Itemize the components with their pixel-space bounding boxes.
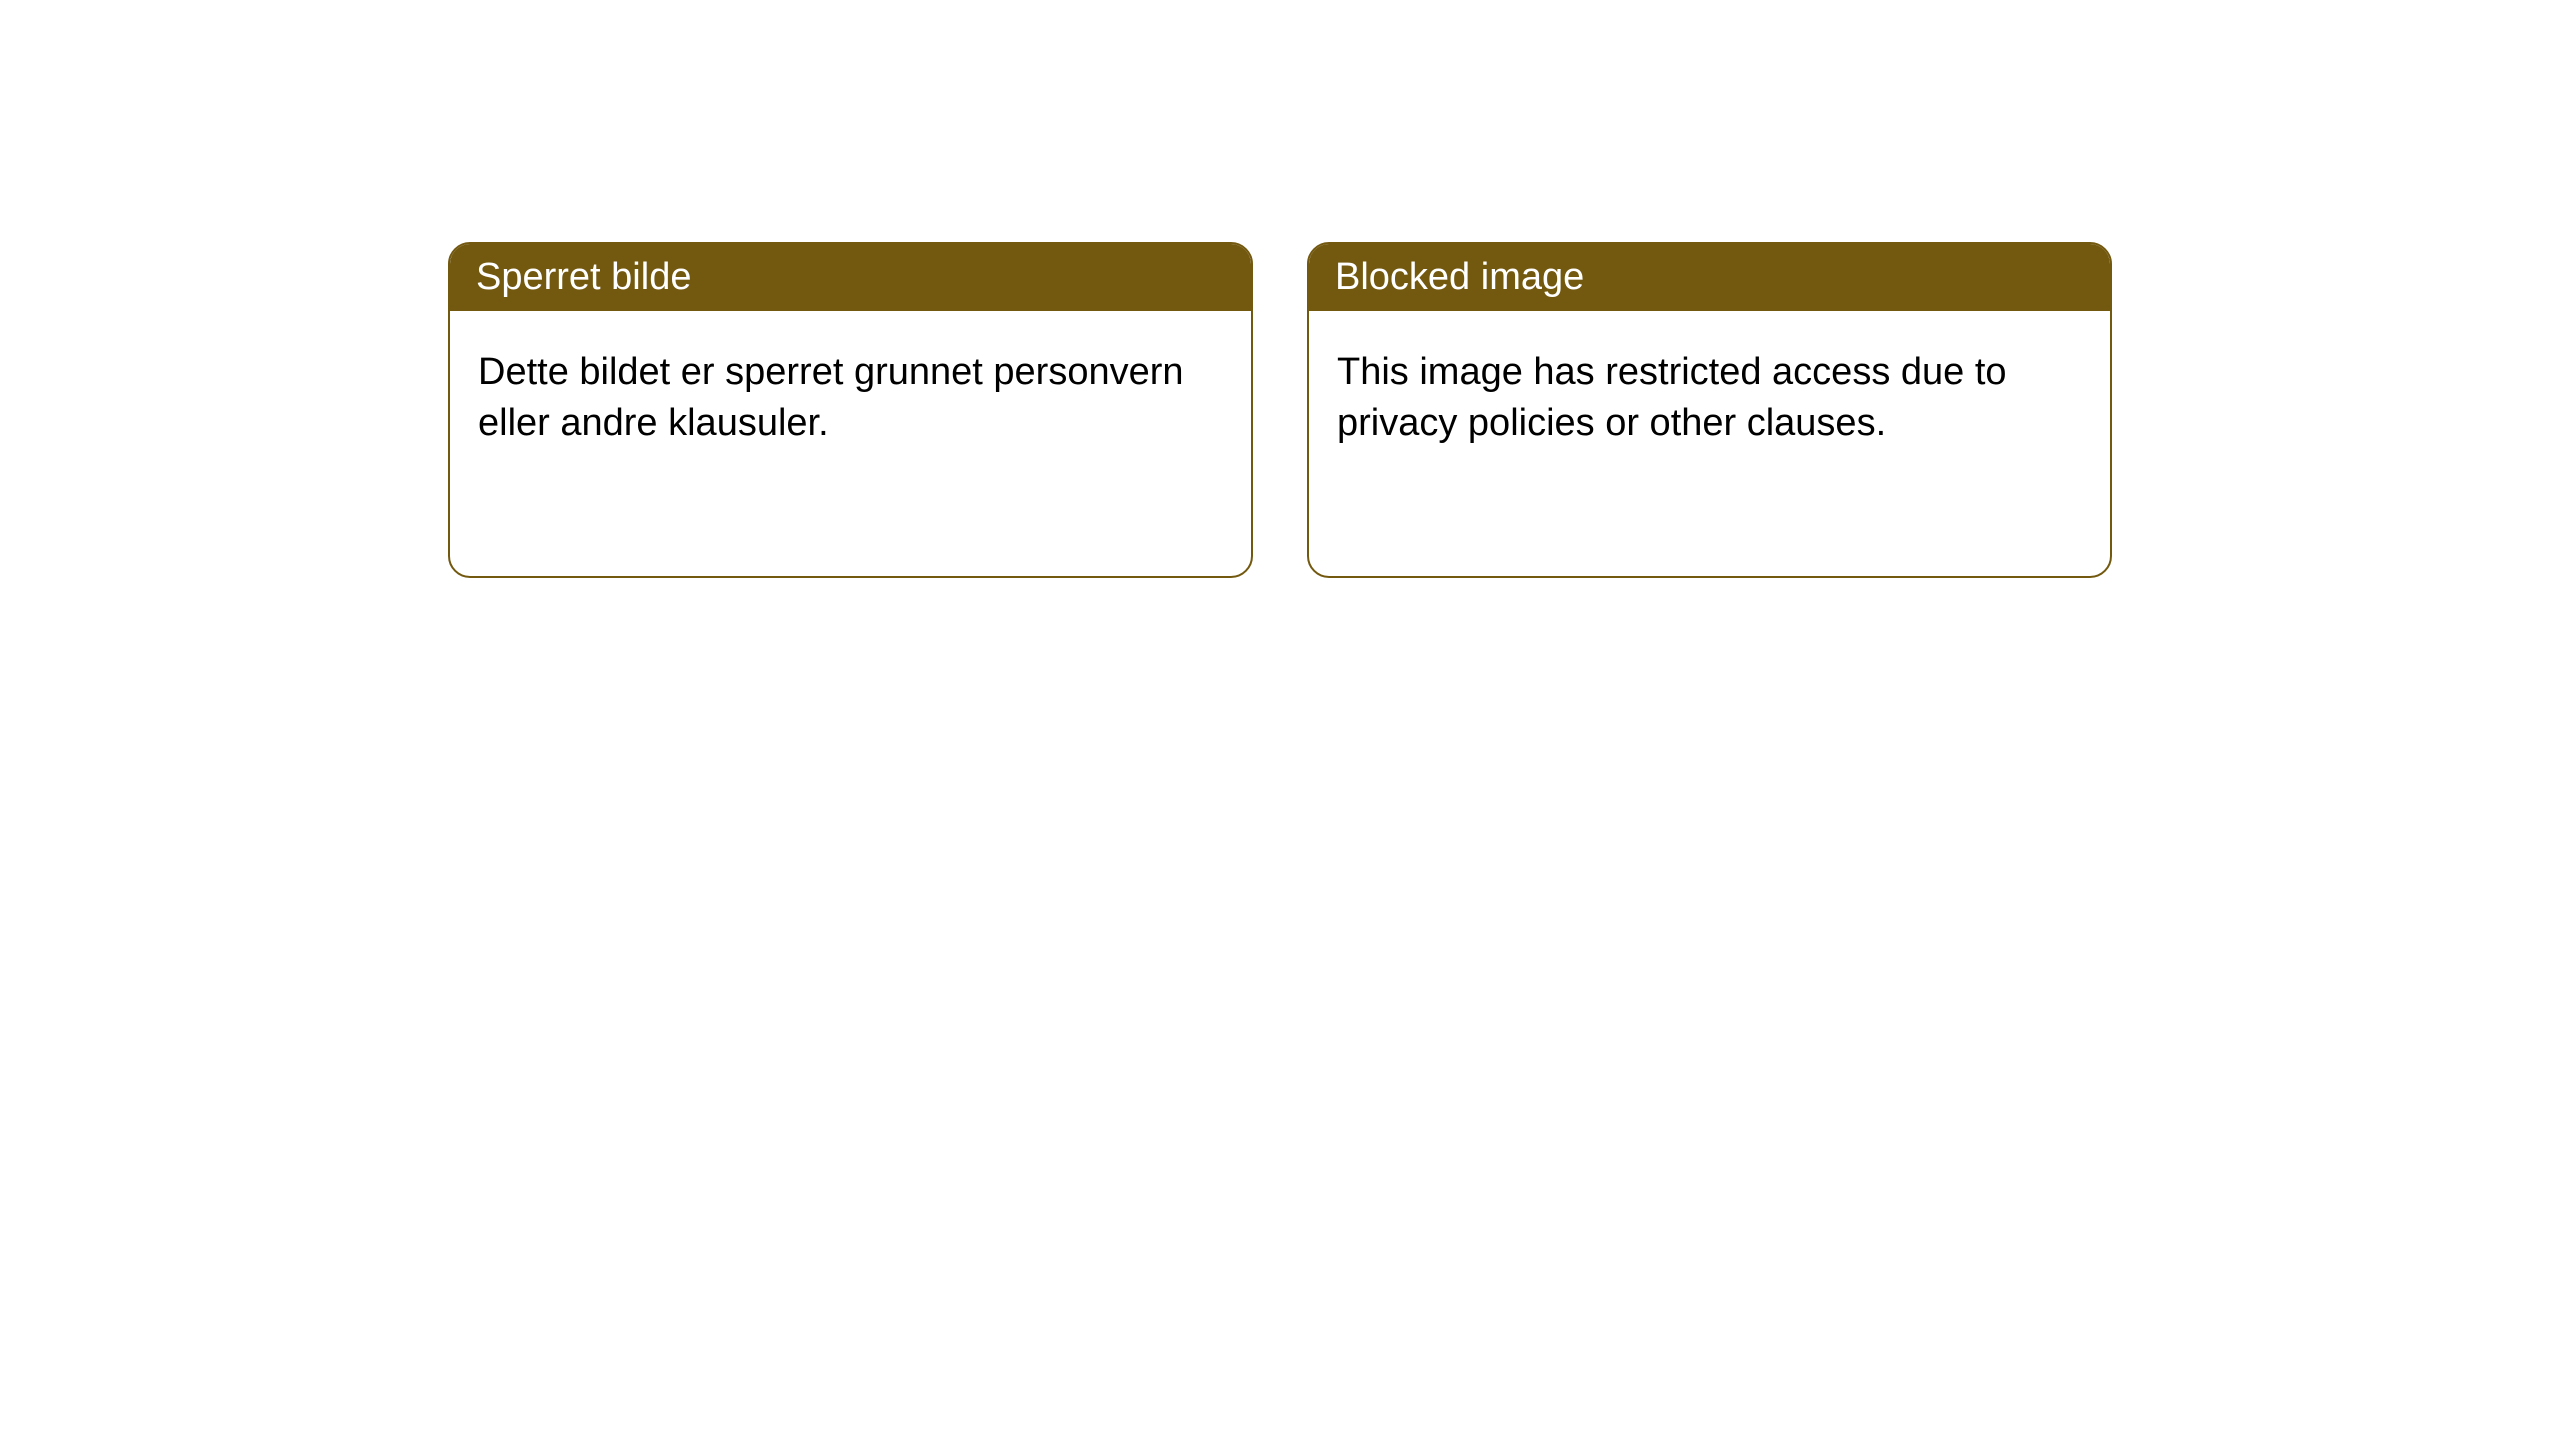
notice-card-text: This image has restricted access due to …	[1337, 351, 2007, 444]
notice-card-header: Blocked image	[1309, 244, 2110, 311]
notice-card-body: Dette bildet er sperret grunnet personve…	[450, 311, 1251, 486]
notice-card-norwegian: Sperret bilde Dette bildet er sperret gr…	[448, 242, 1253, 578]
notice-card-english: Blocked image This image has restricted …	[1307, 242, 2112, 578]
notice-card-title: Sperret bilde	[476, 256, 691, 298]
notice-cards-container: Sperret bilde Dette bildet er sperret gr…	[0, 0, 2560, 578]
notice-card-header: Sperret bilde	[450, 244, 1251, 311]
notice-card-text: Dette bildet er sperret grunnet personve…	[478, 351, 1184, 444]
notice-card-title: Blocked image	[1335, 256, 1584, 298]
notice-card-body: This image has restricted access due to …	[1309, 311, 2110, 486]
